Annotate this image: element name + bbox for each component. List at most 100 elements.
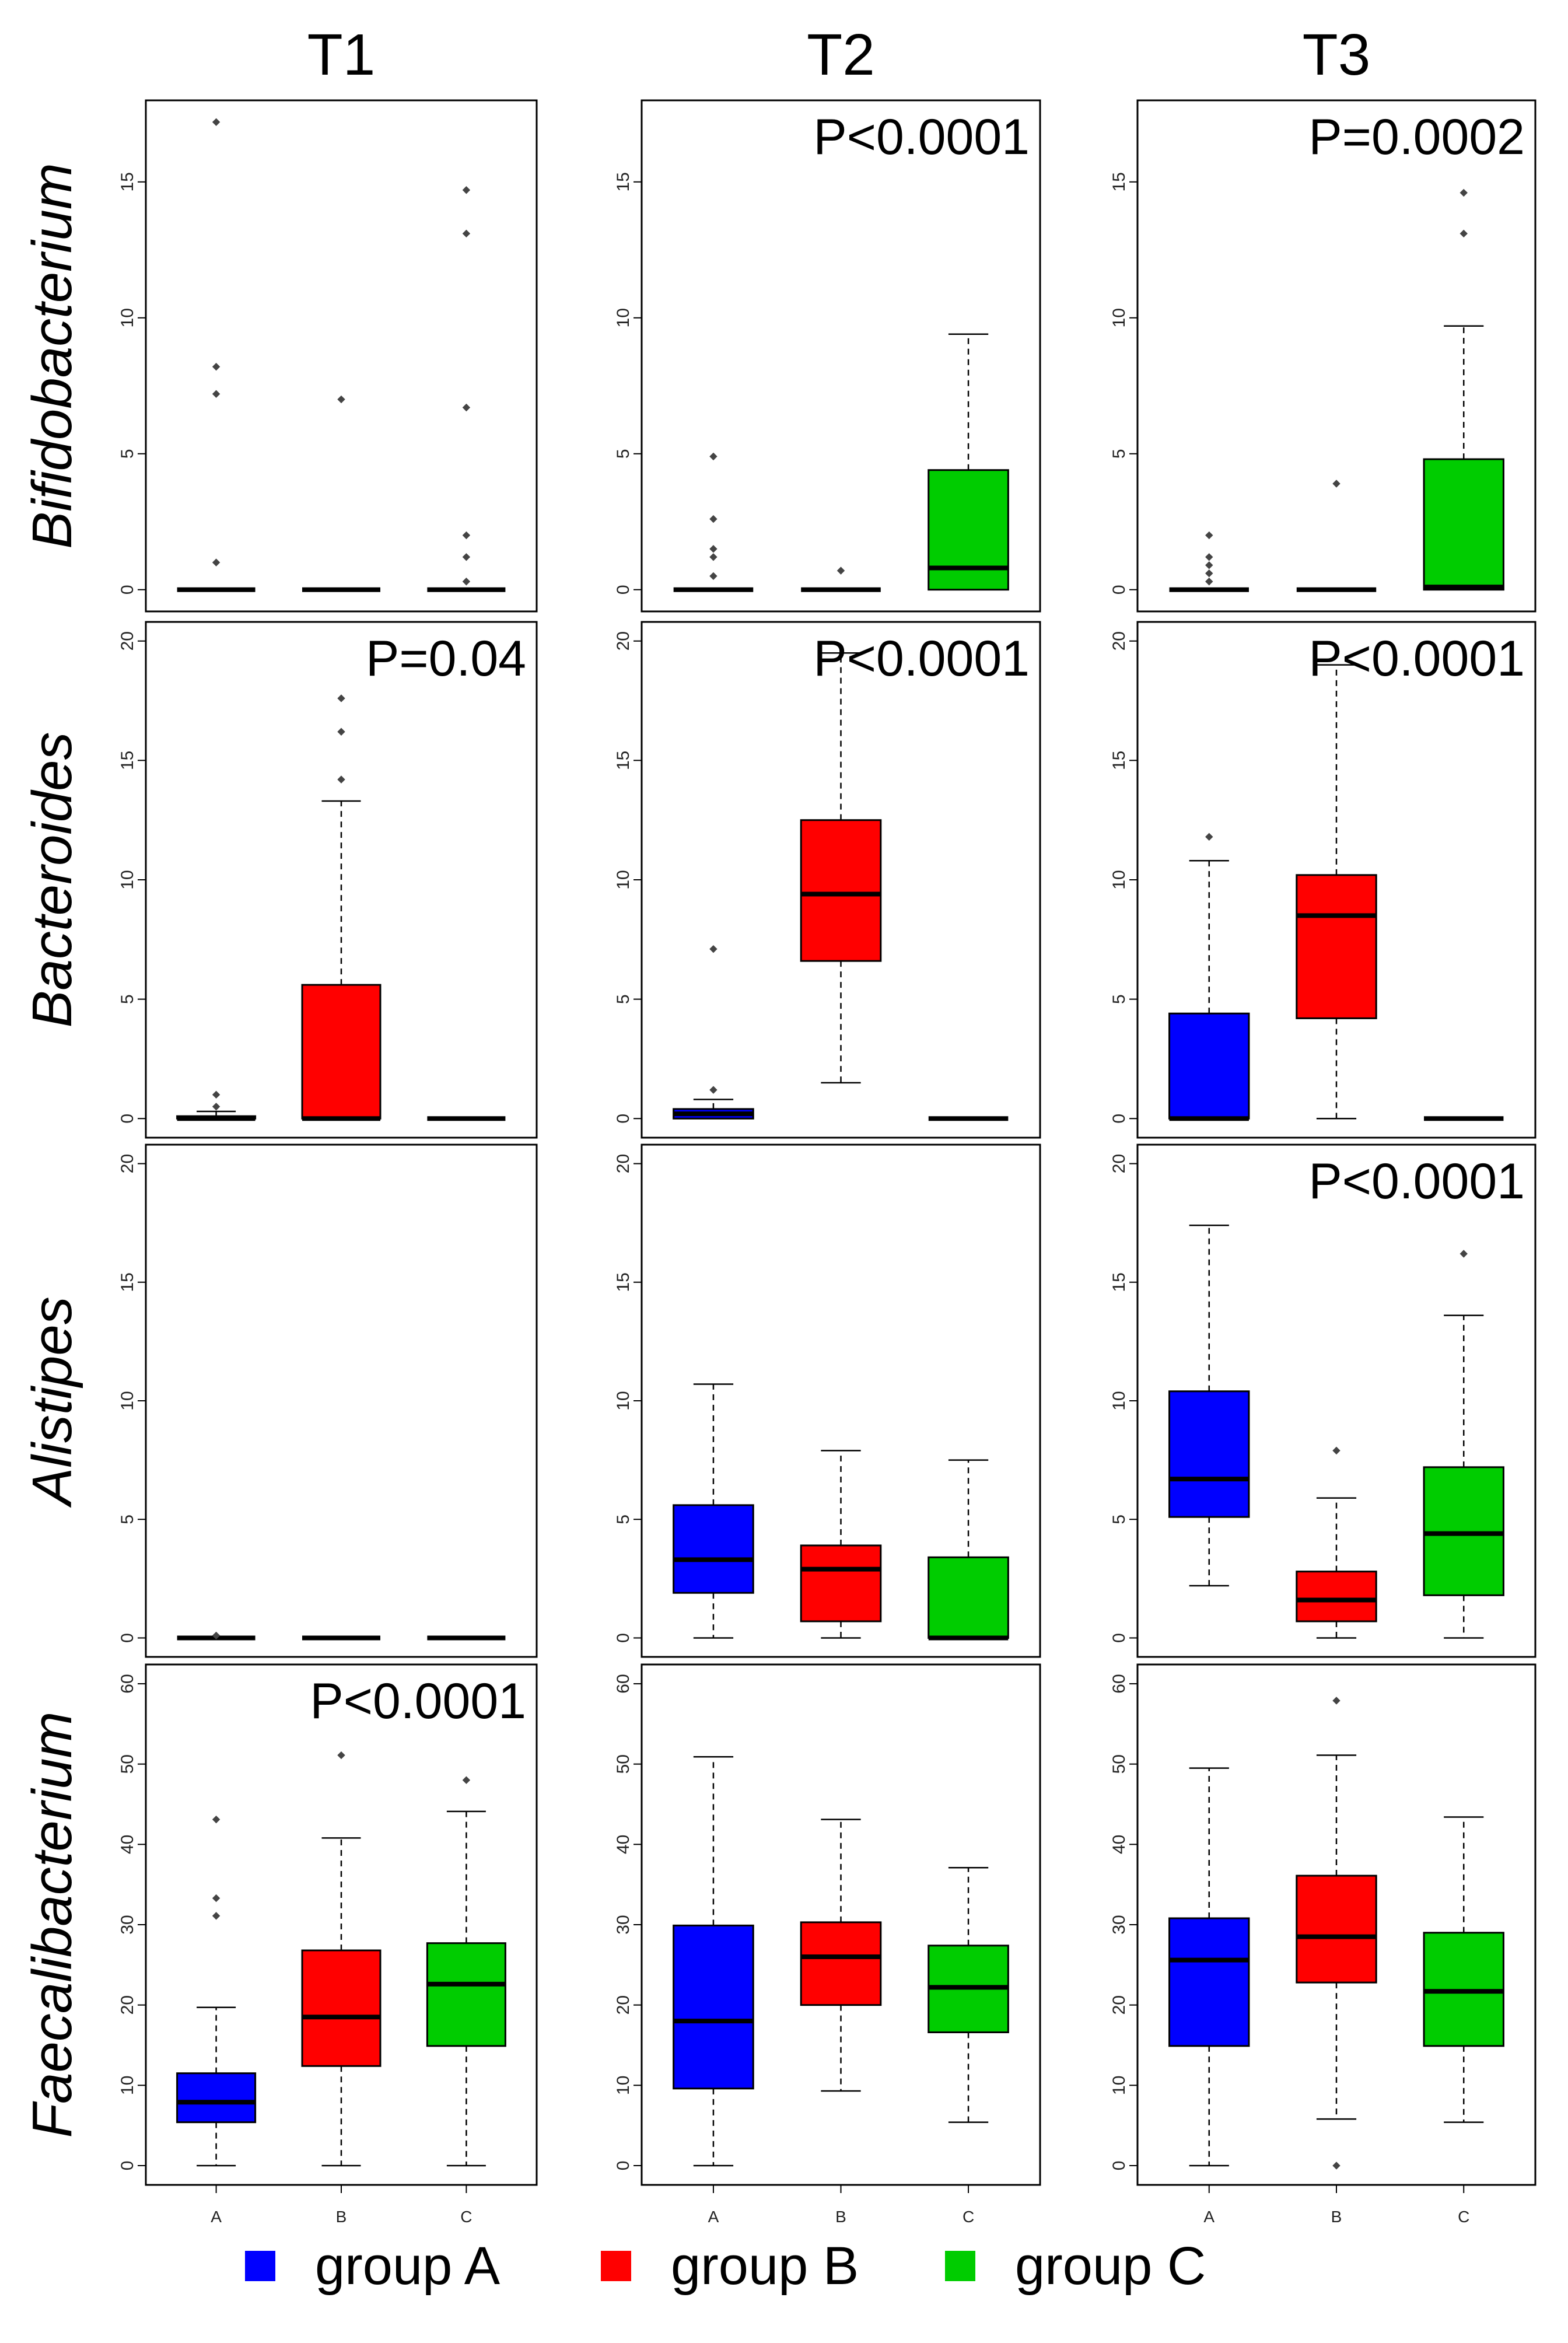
box-group-c <box>928 333 1009 591</box>
box-group-b <box>1296 1697 1377 2170</box>
outlier-point <box>1205 553 1213 561</box>
x-tick-label: B <box>835 2208 846 2226</box>
outlier-point <box>212 1631 220 1640</box>
y-tick-label: 5 <box>118 1515 137 1524</box>
row-label-bifidobacterium: Bifidobacterium <box>21 163 83 549</box>
panel-bifidobacterium-t3: 0 5 10 15 P=0.0002 <box>1110 99 1536 613</box>
y-tick-label: 10 <box>1110 2076 1129 2095</box>
box-group-c <box>928 1459 1009 1641</box>
box-group-c <box>427 186 506 592</box>
box-body <box>1168 1917 1250 2047</box>
outlier-point <box>709 572 718 580</box>
box-group-b <box>301 694 382 1121</box>
y-tick-label: 5 <box>614 1515 633 1524</box>
y-tick-label: 60 <box>1110 1674 1129 1693</box>
y-tick-label: 40 <box>1110 1835 1129 1854</box>
y-tick-label: 15 <box>614 172 633 191</box>
y-tick-label: 5 <box>1110 994 1129 1004</box>
column-title-t3: T3 <box>1303 22 1371 88</box>
p-value-label: P<0.0001 <box>310 1673 526 1729</box>
outlier-point <box>212 118 220 126</box>
box-group-a <box>176 1815 257 2167</box>
outlier-point <box>462 1776 471 1784</box>
y-tick-label: 20 <box>614 1995 633 2015</box>
outlier-point <box>709 1086 718 1094</box>
outlier-point <box>709 515 718 523</box>
y-tick-label: 20 <box>1110 1154 1129 1173</box>
panel-frame <box>145 1143 538 1658</box>
outlier-point <box>462 531 471 540</box>
p-value-label: P<0.0001 <box>813 631 1030 687</box>
box-group-c <box>1423 188 1504 591</box>
y-tick-label: 0 <box>118 1633 137 1643</box>
y-tick-label: 10 <box>614 870 633 889</box>
box-body <box>1296 1875 1377 1984</box>
legend-swatch <box>601 2251 631 2281</box>
y-tick-label: 15 <box>118 172 137 191</box>
outlier-point <box>1460 188 1468 197</box>
y-tick-label: 0 <box>1110 1114 1129 1124</box>
box-group-a <box>1169 531 1249 592</box>
y-tick-label: 60 <box>614 1674 633 1693</box>
y-tick-label: 40 <box>118 1835 137 1854</box>
outlier-point <box>1332 1446 1340 1455</box>
outlier-point <box>212 558 220 566</box>
p-value-label: P<0.0001 <box>1308 1153 1525 1209</box>
outlier-point <box>337 395 345 404</box>
box-group-a <box>176 1090 257 1121</box>
outlier-point <box>1332 480 1340 488</box>
y-tick-label: 10 <box>118 1391 137 1410</box>
box-body <box>426 1942 506 2047</box>
box-body <box>1168 1390 1250 1518</box>
y-tick-label: 10 <box>614 308 633 327</box>
legend: group A group B group C <box>245 2236 1206 2296</box>
row-label-faecalibacterium: Faecalibacterium <box>21 1712 83 2138</box>
y-tick-label: 15 <box>118 1272 137 1292</box>
y-tick-label: 15 <box>614 1272 633 1292</box>
box-body <box>301 984 382 1120</box>
legend-item-group-c: group C <box>945 2236 1206 2296</box>
box-group-c <box>1423 1816 1504 2123</box>
column-title-t1: T1 <box>307 22 376 88</box>
legend-label: group A <box>315 2236 501 2296</box>
outlier-point <box>1332 1697 1340 1705</box>
outlier-point <box>212 1912 220 1920</box>
p-value-label: P=0.04 <box>366 631 526 687</box>
box-group-a <box>1168 1767 1250 2167</box>
outlier-point <box>462 229 471 238</box>
outlier-point <box>1205 569 1213 578</box>
panel-bacteroides-t1: 0 5 10 15 20 P=0.04 <box>118 621 538 1139</box>
box-group-c <box>426 1776 506 2167</box>
x-tick-label: B <box>336 2208 347 2226</box>
box-body <box>800 1921 882 2006</box>
outlier-point <box>1205 833 1213 841</box>
legend-item-group-a: group A <box>245 2236 501 2296</box>
box-group-b <box>1296 664 1377 1120</box>
y-tick-label: 20 <box>614 1154 633 1173</box>
panel-faecalibacterium-t1: 0 10 20 30 40 50 60 A B C P<0.0001 <box>118 1663 538 2226</box>
outlier-point <box>709 452 718 461</box>
box-group-a <box>1168 833 1250 1121</box>
p-value-label: P<0.0001 <box>813 109 1030 165</box>
box-body <box>800 819 882 962</box>
y-tick-label: 0 <box>1110 585 1129 595</box>
y-tick-label: 50 <box>614 1754 633 1774</box>
y-tick-label: 50 <box>118 1754 137 1774</box>
box-group-a <box>673 452 754 592</box>
y-tick-label: 5 <box>118 994 137 1004</box>
y-tick-label: 10 <box>1110 870 1129 889</box>
y-tick-label: 0 <box>1110 2161 1129 2171</box>
box-body <box>1423 458 1504 591</box>
y-tick-label: 15 <box>118 751 137 770</box>
p-value-label: P<0.0001 <box>1308 631 1525 687</box>
panel-faecalibacterium-t2: 0 10 20 30 40 50 60 A B C <box>614 1663 1041 2226</box>
outlier-point <box>1332 2162 1340 2170</box>
y-tick-label: 10 <box>614 2076 633 2095</box>
box-body <box>176 2072 257 2124</box>
panel-alistipes-t3: 0 5 10 15 20 P<0.0001 <box>1110 1143 1536 1658</box>
box-body <box>800 1544 882 1622</box>
y-tick-label: 40 <box>614 1835 633 1854</box>
outlier-point <box>709 545 718 553</box>
y-tick-label: 20 <box>1110 631 1129 651</box>
y-tick-label: 50 <box>1110 1754 1129 1774</box>
